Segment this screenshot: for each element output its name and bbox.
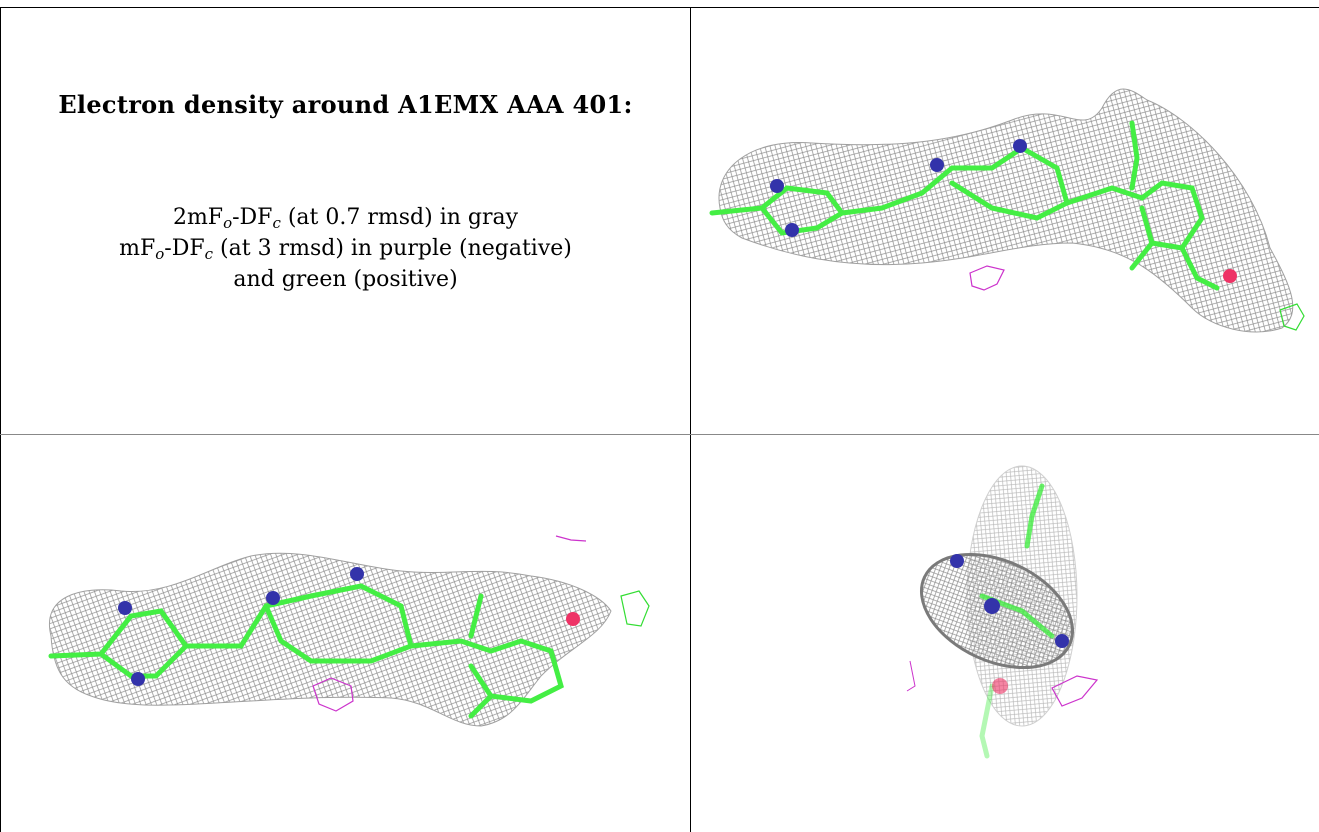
map-legend: 2mFo-DFc (at 0.7 rmsd) in gray mFo-DFc (…	[1, 202, 690, 295]
density-panel-top-view	[692, 8, 1319, 434]
legend-line-fofc: mFo-DFc (at 3 rmsd) in purple (negative)	[119, 236, 572, 263]
density-mesh-2fofc	[49, 552, 612, 727]
density-render-end	[906, 465, 1099, 759]
negative-density-blob-2	[906, 660, 916, 692]
ligand-sticks	[48, 583, 564, 719]
figure-title: Electron density around A1EMX AAA 401:	[58, 90, 633, 119]
table-divider-horizontal	[0, 434, 1319, 435]
positive-density-blob	[620, 590, 650, 627]
oxygen-atom	[992, 678, 1008, 694]
oxygen-atom	[566, 612, 580, 626]
nitrogen-atoms	[770, 139, 1027, 237]
oxygen-atom	[1223, 269, 1237, 283]
negative-density-blob-2	[555, 535, 587, 542]
negative-density-blob	[1051, 675, 1099, 707]
legend-line-2fofc: 2mFo-DFc (at 0.7 rmsd) in gray	[172, 205, 519, 232]
caption-cell: Electron density around A1EMX AAA 401: 2…	[1, 8, 690, 434]
nitrogen-atoms	[950, 554, 1069, 648]
negative-density-blob	[312, 677, 354, 712]
density-render-top	[709, 88, 1305, 333]
table-divider-vertical	[690, 7, 691, 832]
density-render-side	[48, 535, 650, 727]
negative-density-blob	[969, 265, 1005, 291]
density-panel-side-view	[1, 436, 690, 832]
table-border-top	[0, 7, 1319, 8]
table-border-left	[0, 7, 1, 832]
legend-line-positive: and green (positive)	[233, 267, 458, 292]
positive-density-blob	[1279, 303, 1305, 331]
nitrogen-atoms	[118, 567, 364, 686]
density-panel-end-view	[692, 436, 1319, 832]
